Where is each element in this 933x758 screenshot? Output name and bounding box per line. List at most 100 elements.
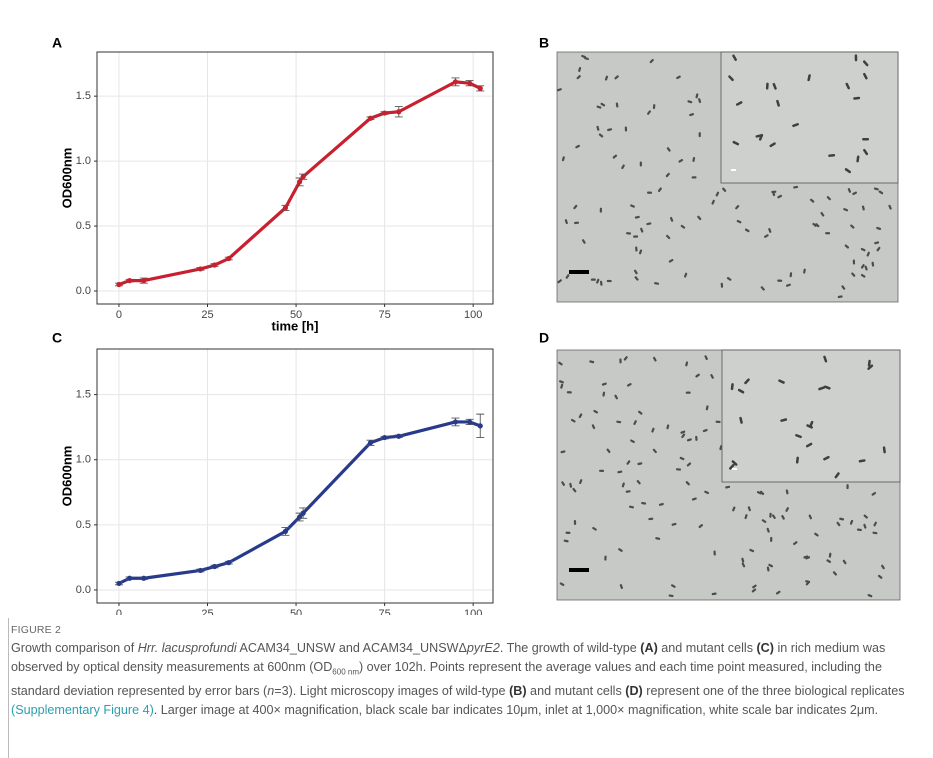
cell: [828, 153, 836, 157]
cell: [772, 82, 777, 90]
x-tick-label: 50: [290, 309, 302, 321]
cell: [625, 490, 631, 493]
cell: [877, 574, 883, 579]
cell: [665, 172, 670, 178]
cell: [844, 244, 850, 249]
cell: [789, 272, 793, 278]
cell: [600, 102, 606, 107]
cell: [604, 555, 607, 561]
x-tick-label: 0: [116, 608, 122, 615]
cell: [679, 456, 685, 461]
cell: [666, 234, 671, 240]
cell: [649, 58, 654, 64]
cell: [844, 168, 852, 174]
cell: [862, 137, 870, 141]
cell: [823, 355, 828, 363]
figure: A C B D 0.0 0.5 1.0 1.5 0 25 50 75 100 OD600nm tim…: [52, 35, 901, 615]
cell: [630, 439, 635, 444]
cell: [655, 537, 661, 540]
cell: [704, 490, 710, 495]
point: [477, 423, 483, 429]
cell: [607, 128, 613, 132]
cell: [589, 360, 595, 364]
cell: [634, 276, 639, 281]
cell: [619, 358, 622, 364]
cell: [841, 285, 846, 290]
point: [141, 575, 147, 581]
cell: [637, 462, 643, 466]
point: [382, 434, 388, 441]
point: [467, 80, 473, 86]
y-tick-label: 0.0: [76, 285, 91, 297]
scale-bar: [569, 568, 589, 572]
cell: [560, 450, 566, 454]
cell: [691, 497, 697, 501]
cell: [756, 491, 762, 495]
cell: [684, 272, 688, 278]
cell: [614, 394, 618, 400]
cell: [856, 155, 860, 163]
cell: [575, 144, 580, 149]
cell: [863, 523, 867, 529]
cell: [615, 102, 619, 108]
cell: [732, 54, 737, 61]
cell: [775, 590, 781, 595]
caption-text: Growth comparison of Hrr. lacusprofundi …: [11, 639, 923, 720]
cell: [579, 479, 583, 485]
cell: [777, 279, 783, 282]
cell: [653, 356, 657, 362]
point: [477, 85, 483, 91]
cell: [845, 82, 850, 90]
cell: [596, 278, 600, 284]
cell: [634, 215, 640, 219]
cell: [871, 261, 875, 267]
cell: [803, 555, 809, 559]
cell: [809, 198, 815, 203]
cell: [687, 100, 693, 104]
cell: [735, 101, 743, 106]
cell: [735, 205, 740, 210]
cell: [850, 224, 855, 229]
cell: [715, 191, 720, 197]
y-tick-label: 0.0: [76, 584, 91, 596]
cell: [651, 427, 655, 433]
plot-border: [96, 348, 494, 604]
cell: [805, 581, 810, 586]
cell: [689, 113, 695, 117]
link[interactable]: (Supplementary Figure 4): [11, 702, 154, 717]
cell: [668, 594, 674, 598]
cell: [771, 190, 777, 194]
point: [367, 115, 374, 121]
point: [197, 567, 204, 574]
text: and mutant cells: [526, 683, 626, 698]
cell: [853, 96, 861, 100]
cell: [769, 512, 772, 518]
cell: [572, 487, 577, 493]
cell: [596, 125, 600, 131]
cell: [573, 204, 578, 210]
x-tick-label: 50: [290, 608, 302, 615]
x-tick-label: 75: [378, 608, 390, 615]
cell: [765, 82, 769, 90]
point: [116, 281, 122, 288]
cell: [795, 456, 799, 464]
cell: [737, 388, 745, 394]
cell: [633, 235, 639, 238]
cell: [720, 282, 724, 288]
point: [297, 179, 303, 185]
cell: [888, 204, 892, 210]
cell: [760, 286, 765, 291]
inset: [721, 349, 901, 483]
cell: [863, 514, 868, 519]
cell: [592, 526, 597, 531]
cell: [744, 514, 748, 520]
plot-area: [97, 349, 493, 603]
point: [396, 433, 402, 439]
text: n: [267, 683, 275, 698]
cell: [601, 382, 607, 386]
cell: [626, 382, 632, 387]
text: =3). Light microscopy images of wild-typ…: [274, 683, 510, 698]
point: [452, 79, 459, 85]
cell: [752, 584, 757, 589]
